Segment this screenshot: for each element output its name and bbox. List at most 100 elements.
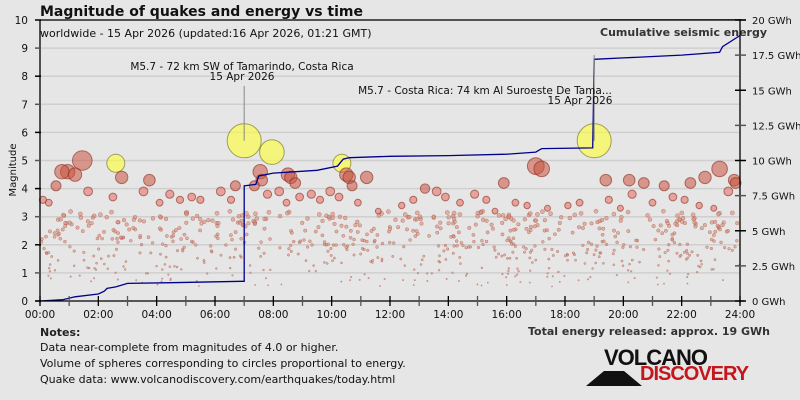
quake-point: [573, 253, 576, 257]
quake-point: [411, 228, 416, 233]
quake-point: [558, 280, 561, 283]
quake-point: [438, 220, 443, 225]
quake-point: [528, 281, 531, 284]
quake-point: [289, 243, 293, 248]
quake-point: [229, 233, 233, 237]
quake-point: [369, 229, 374, 233]
quake-point: [475, 210, 481, 216]
quake-point: [451, 221, 456, 226]
quake-circle: [491, 207, 499, 215]
quake-point: [618, 218, 623, 223]
quake-point: [553, 232, 557, 237]
quake-point: [264, 277, 268, 280]
annotation-title: M5.7 - Costa Rica: 74 km Al Suroeste De …: [358, 85, 612, 97]
quake-point: [72, 249, 76, 253]
quake-point: [233, 230, 238, 235]
quake-point: [657, 247, 661, 251]
quake-point: [628, 245, 633, 249]
quake-point: [415, 210, 420, 216]
quake-point: [244, 232, 249, 237]
quake-point: [580, 226, 585, 230]
quake-point: [466, 245, 471, 249]
quake-point: [621, 245, 625, 250]
quake-point: [417, 214, 423, 219]
quake-point: [672, 240, 677, 245]
quake-circle: [360, 170, 374, 185]
y-tick-label: 7: [21, 99, 28, 111]
quake-point: [685, 248, 689, 253]
quake-point: [452, 244, 456, 248]
quake-circle: [544, 204, 551, 212]
quake-point: [329, 246, 333, 251]
quake-point: [278, 246, 282, 250]
quake-point: [420, 258, 424, 262]
quake-point: [231, 274, 234, 277]
quake-circle: [289, 177, 302, 189]
quake-point: [302, 238, 306, 242]
quake-point: [540, 209, 545, 214]
quake-point: [572, 212, 578, 218]
quake-point: [214, 234, 218, 239]
quake-point: [533, 244, 537, 248]
volcanodiscovery-logo[interactable]: VOLCANO DISCOVERY: [586, 345, 758, 389]
quake-point: [179, 237, 183, 241]
quake-point: [303, 228, 308, 233]
quake-point: [182, 232, 187, 237]
quake-point: [686, 256, 690, 260]
quake-point: [48, 263, 52, 266]
quake-point: [711, 233, 716, 238]
quake-point: [586, 240, 591, 245]
quake-point: [505, 238, 509, 243]
quake-point: [697, 264, 700, 268]
quake-point: [92, 254, 96, 258]
quake-point: [445, 277, 448, 280]
quake-point: [129, 238, 133, 243]
quake-point: [471, 233, 476, 237]
quake-point: [700, 263, 703, 266]
quake-point: [224, 243, 228, 247]
quake-point: [124, 222, 129, 227]
quake-point: [426, 280, 429, 282]
quake-point: [259, 240, 263, 244]
quake-point: [444, 210, 450, 215]
quake-point: [710, 268, 713, 271]
y2-tick-label: 10 GWh: [752, 157, 792, 168]
quake-point: [91, 213, 97, 219]
quake-point: [541, 240, 545, 244]
quake-point: [402, 245, 406, 249]
quake-point: [670, 237, 675, 241]
quake-point: [551, 253, 555, 257]
quake-point: [371, 226, 376, 231]
quake-point: [720, 223, 725, 228]
quake-point: [316, 225, 321, 230]
quake-point: [484, 239, 489, 244]
quake-circle: [138, 186, 149, 197]
quake-point: [459, 240, 464, 245]
quake-point: [313, 229, 318, 234]
quake-point: [715, 223, 720, 228]
quake-point: [150, 241, 155, 245]
quake-point: [113, 229, 118, 234]
quake-point: [629, 270, 633, 273]
annotations: M5.7 - 72 km SW of Tamarindo, Costa Rica…: [130, 55, 613, 141]
quake-point: [547, 236, 552, 241]
quake-point: [402, 212, 408, 217]
quake-point: [233, 247, 238, 251]
quake-point: [268, 237, 272, 241]
quake-point: [716, 211, 721, 217]
quake-point: [422, 254, 426, 258]
quake-point: [613, 234, 618, 239]
quake-circle: [115, 170, 129, 185]
energy-line: [39, 34, 741, 302]
quake-point: [587, 278, 589, 281]
quake-point: [657, 283, 659, 286]
quake-point: [131, 226, 136, 230]
volcano-mountain-icon: [586, 371, 642, 386]
quake-point: [80, 229, 85, 234]
quake-point: [457, 212, 463, 217]
quake-point: [198, 228, 203, 233]
quake-point: [558, 215, 564, 220]
quake-point: [262, 226, 267, 231]
quake-point: [522, 217, 528, 222]
quake-point: [349, 279, 352, 282]
